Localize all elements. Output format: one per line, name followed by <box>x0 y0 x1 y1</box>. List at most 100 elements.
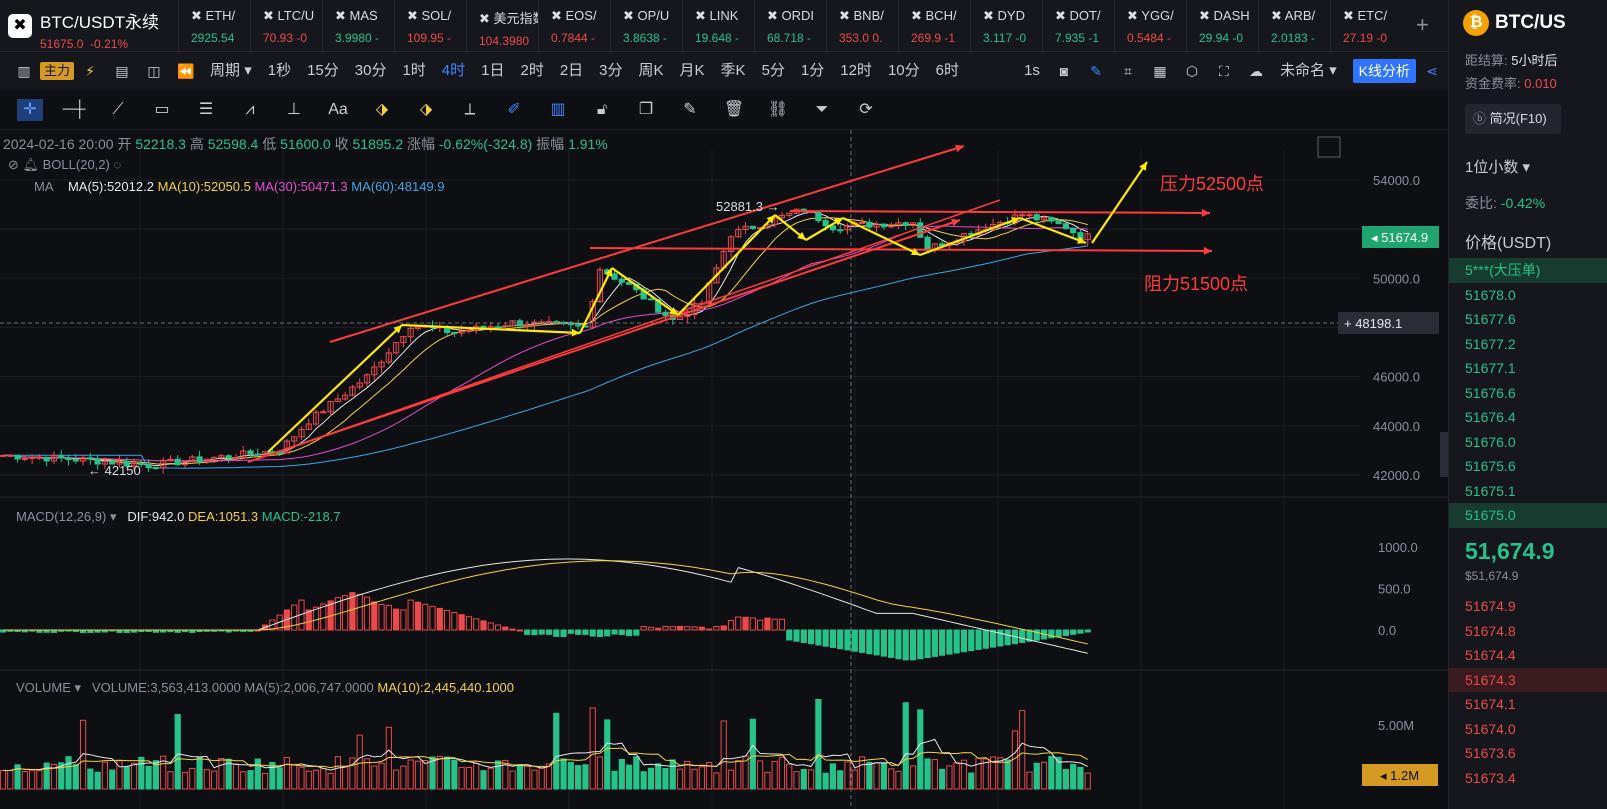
parallel-lines-icon[interactable]: ☰ <box>198 100 214 118</box>
edit-icon[interactable]: ✎ <box>683 100 697 118</box>
bids-row[interactable]: 51674.3 <box>1449 667 1607 692</box>
ruler-icon[interactable]: ⟂ <box>464 100 476 118</box>
ticker-tab[interactable]: ✖ DASH 29.94 -0 <box>1186 0 1258 52</box>
trend-line-icon[interactable]: ⟋ <box>112 100 124 118</box>
rewind-icon[interactable]: ⏪ <box>177 63 195 79</box>
asks-row[interactable]: 51676.4 <box>1465 409 1516 425</box>
bids-row[interactable]: 51673.6 <box>1465 745 1516 761</box>
ticker-tab[interactable]: ✖ OP/U 3.8638 - <box>610 0 682 52</box>
add-tab-icon[interactable]: + <box>1416 12 1429 37</box>
flash-icon[interactable]: ⚡ <box>85 63 95 79</box>
camera-icon[interactable]: ◙ <box>1059 63 1069 79</box>
briefcase-icon[interactable]: ▤ <box>115 63 129 79</box>
asks-row[interactable]: 51675.6 <box>1465 458 1516 474</box>
asks-row[interactable]: 51676.0 <box>1465 433 1516 450</box>
asks-row[interactable]: 51677.2 <box>1465 335 1516 352</box>
decimal-dropdown[interactable]: 1位小数 ▾ <box>1465 159 1531 176</box>
ticker-tab[interactable]: ✖ BCH/269.9 -1 <box>898 0 970 52</box>
period-10分[interactable]: 10分 <box>887 62 920 79</box>
ticker-tab[interactable]: ✖ ETC/27.19 -0 <box>1330 0 1402 52</box>
filter-icon[interactable]: ⏷ <box>815 100 829 118</box>
f10-button[interactable]: ⓑ 简况(F10) <box>1465 104 1561 134</box>
trash-icon[interactable]: 🗑︎ <box>723 100 745 118</box>
macd-bar <box>531 629 538 636</box>
highlight-pen-icon[interactable]: ✐ <box>507 100 521 118</box>
asks-row[interactable]: 51677.6 <box>1465 311 1516 327</box>
layout-icon[interactable]: ◫ <box>147 63 161 79</box>
share-icon[interactable]: ⋖ <box>1426 63 1438 79</box>
rectangle-icon[interactable]: ▭ <box>154 100 170 118</box>
bids-row[interactable]: 51674.9 <box>1465 598 1516 614</box>
ticker-tab[interactable]: ✖ 美元指数 104.3980 <box>466 0 538 52</box>
link-icon[interactable]: ⛓ <box>767 100 789 118</box>
ticker-tab[interactable]: ✖ ARB/2.0183 - <box>1258 0 1330 52</box>
layout-name-dropdown[interactable]: 未命名 ▾ <box>1279 62 1337 79</box>
period-15分[interactable]: 15分 <box>307 62 339 79</box>
bids-row[interactable]: 51674.1 <box>1465 696 1516 712</box>
period-4时[interactable]: 4时 <box>441 62 466 79</box>
period-周K[interactable]: 周K <box>638 62 664 79</box>
period-季K[interactable]: 季K <box>720 62 746 79</box>
template-icon[interactable]: ▦ <box>1153 63 1167 79</box>
bids-row[interactable]: 51674.8 <box>1465 622 1516 639</box>
main-symbol[interactable]: BTC/USDT永续 51675.0 -0.21% <box>40 8 159 51</box>
ticker-tab[interactable]: ✖ MAS 3.9980 - <box>322 0 394 52</box>
horizontal-line-icon[interactable]: ─┼ <box>62 100 86 118</box>
asks-row[interactable]: 5***(大压单) <box>1449 258 1607 283</box>
ticker-tab[interactable]: ✖ SOL/109.95 - <box>394 0 466 52</box>
period-2时[interactable]: 2时 <box>520 62 544 79</box>
period-3分[interactable]: 3分 <box>599 62 623 79</box>
sync-icon[interactable]: ⟳ <box>859 100 873 118</box>
period-1秒[interactable]: 1秒 <box>267 62 292 79</box>
pencil-icon[interactable]: ✎ <box>1090 63 1102 79</box>
ticker-tab[interactable]: ✖ ETH/2925.54 <box>178 0 250 52</box>
asks-row[interactable]: 51675.0 <box>1449 503 1607 528</box>
ticker-tab[interactable]: ✖ EOS/0.7844 - <box>538 0 610 52</box>
ticker-tab[interactable]: ✖ LTC/U 70.93 -0 <box>250 0 322 52</box>
pattern-icon[interactable]: ⩘ <box>245 100 255 118</box>
crosshair-icon[interactable]: ✛ <box>17 98 43 121</box>
ticker-tab[interactable]: ✖ BNB/353.0 0. <box>826 0 898 52</box>
period-5分[interactable]: 5分 <box>761 62 785 79</box>
period-12时[interactable]: 12时 <box>840 62 872 79</box>
bids-row[interactable]: 51674.4 <box>1465 647 1516 663</box>
bids-row[interactable]: 51674.0 <box>1465 720 1516 737</box>
measure-icon[interactable]: ⊥ <box>287 100 301 118</box>
asks-row[interactable]: 51675.1 <box>1465 482 1516 499</box>
kline-analysis-button[interactable]: K线分析 <box>1352 59 1416 83</box>
cloud-icon[interactable]: ☁ <box>1248 63 1263 79</box>
copy-icon[interactable]: ❐ <box>638 100 654 118</box>
fullscreen-icon[interactable]: ⛶ <box>1219 63 1229 79</box>
candle-type-icon[interactable]: ▥ <box>17 63 31 79</box>
text-icon[interactable]: Aa <box>328 100 348 118</box>
period-1日[interactable]: 1日 <box>481 62 505 79</box>
period-30分[interactable]: 30分 <box>354 62 387 79</box>
ticker-tab[interactable]: ✖ DYD 3.117 -0 <box>970 0 1042 52</box>
magnet-icon[interactable]: ⬗ <box>375 100 389 118</box>
boll-legend[interactable]: ⊘ 🔔︎ BOLL(20,2) ◌ <box>8 157 122 172</box>
period-2日[interactable]: 2日 <box>559 62 584 79</box>
ticker-tab[interactable]: ✖ DOT/7.935 -1 <box>1042 0 1114 52</box>
period-1时[interactable]: 1时 <box>402 62 426 79</box>
period-月K[interactable]: 月K <box>679 62 705 79</box>
period-dropdown[interactable]: 周期 ▾ <box>210 62 252 79</box>
ticker-tab[interactable]: ✖ YGG/0.5484 - <box>1114 0 1186 52</box>
asks-row[interactable]: 51678.0 <box>1465 286 1516 303</box>
lock-icon[interactable]: 🔓︎ <box>596 100 608 118</box>
ticker-tab[interactable]: ✖ ORDI 68.718 - <box>754 0 826 52</box>
realtime-toggle[interactable]: 1s <box>1024 62 1040 79</box>
candle-bars-icon[interactable]: ▥ <box>550 100 566 118</box>
crop-icon[interactable]: ⌗ <box>1123 63 1132 79</box>
candle-body <box>553 321 560 324</box>
period-6时[interactable]: 6时 <box>935 62 959 79</box>
settings-icon[interactable]: ⬡ <box>1185 63 1199 79</box>
asks-row[interactable]: 51677.1 <box>1465 360 1516 376</box>
macd-bar <box>429 605 436 631</box>
bids-row[interactable]: 51673.4 <box>1465 769 1516 786</box>
main-indicator-button[interactable]: 主力 <box>40 62 75 80</box>
ticker-tab[interactable]: ✖ LINK 19.648 - <box>682 0 754 52</box>
lock-drawing-icon[interactable]: ⬗ <box>419 100 433 118</box>
period-1分[interactable]: 1分 <box>800 62 825 79</box>
asks-row[interactable]: 51676.6 <box>1465 384 1516 401</box>
